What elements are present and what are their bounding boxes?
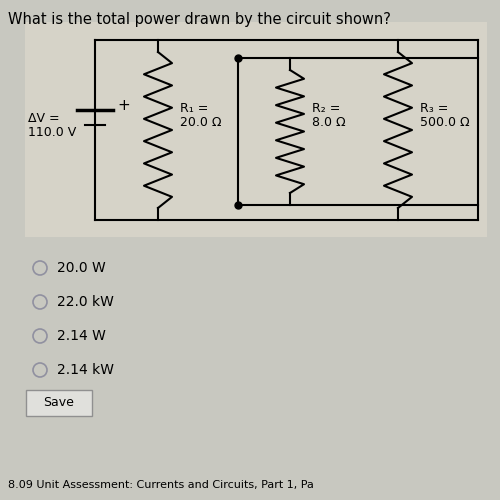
Text: R₁ =: R₁ = xyxy=(180,102,208,114)
Text: 20.0 Ω: 20.0 Ω xyxy=(180,116,222,130)
Text: R₃ =: R₃ = xyxy=(420,102,448,114)
FancyBboxPatch shape xyxy=(25,22,487,237)
Text: 8.0 Ω: 8.0 Ω xyxy=(312,116,346,130)
Text: What is the total power drawn by the circuit shown?: What is the total power drawn by the cir… xyxy=(8,12,391,27)
Text: 500.0 Ω: 500.0 Ω xyxy=(420,116,470,130)
FancyBboxPatch shape xyxy=(26,390,92,416)
Text: 20.0 W: 20.0 W xyxy=(57,261,106,275)
Text: 22.0 kW: 22.0 kW xyxy=(57,295,114,309)
Text: 110.0 V: 110.0 V xyxy=(28,126,76,140)
Text: 2.14 W: 2.14 W xyxy=(57,329,106,343)
Text: +: + xyxy=(117,98,130,114)
Text: 8.09 Unit Assessment: Currents and Circuits, Part 1, Pa: 8.09 Unit Assessment: Currents and Circu… xyxy=(8,480,314,490)
Text: ΔV =: ΔV = xyxy=(28,112,60,124)
Text: 2.14 kW: 2.14 kW xyxy=(57,363,114,377)
Text: R₂ =: R₂ = xyxy=(312,102,340,114)
Text: Save: Save xyxy=(44,396,74,409)
